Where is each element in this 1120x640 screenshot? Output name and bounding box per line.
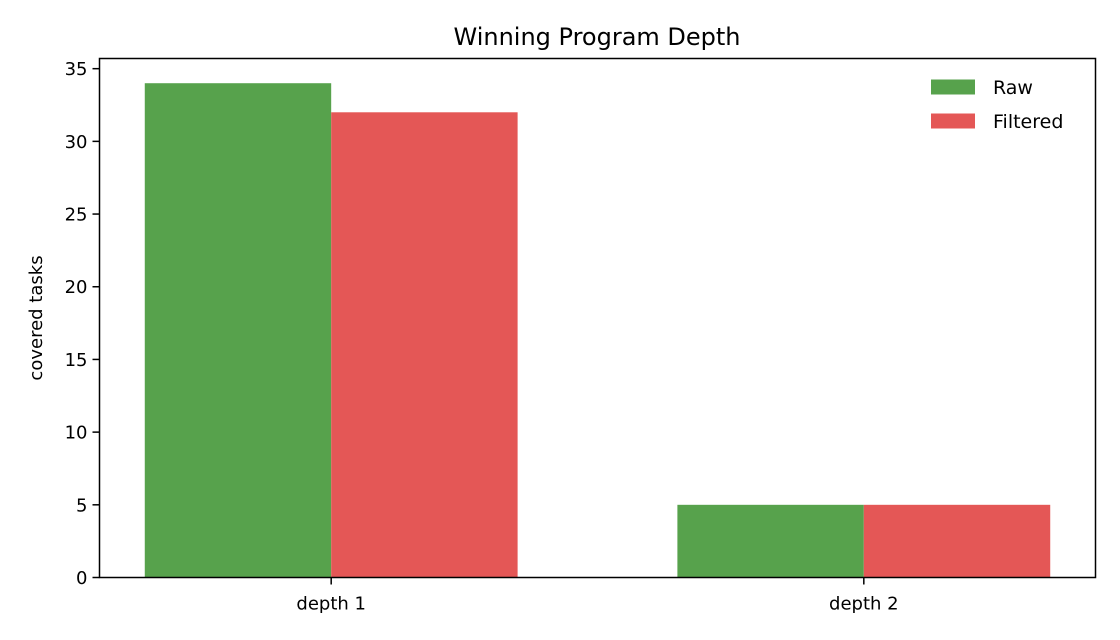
legend-label-filtered: Filtered (993, 111, 1063, 133)
y-tick-label: 0 (76, 568, 87, 589)
y-axis-label: covered tasks (26, 255, 47, 380)
bar-filtered-depth-2 (863, 504, 1051, 578)
legend: Raw Filtered (931, 77, 1063, 133)
y-tick-label: 20 (65, 277, 88, 298)
y-tick-label: 15 (65, 350, 88, 371)
y-tick-label: 5 (76, 495, 87, 516)
y-axis-ticks: 0 5 10 15 20 25 30 35 (65, 59, 100, 589)
y-tick-label: 30 (65, 132, 88, 153)
x-axis-ticks: depth 1 depth 2 (296, 577, 899, 615)
bar-filtered-depth-1 (331, 112, 518, 578)
bar-raw-depth-1 (144, 83, 332, 578)
plot-frame (98, 57, 1097, 579)
chart-title: Winning Program Depth (453, 23, 740, 51)
y-tick-label: 25 (65, 205, 88, 226)
y-tick-label: 35 (65, 59, 88, 80)
legend-swatch-filtered (931, 113, 975, 129)
y-tick-label: 10 (65, 423, 88, 444)
x-tick-label: depth 2 (829, 594, 899, 615)
legend-label-raw: Raw (993, 77, 1033, 99)
legend-swatch-raw (931, 79, 975, 95)
x-tick-label: depth 1 (296, 594, 366, 615)
bars (144, 83, 1051, 578)
bar-raw-depth-2 (677, 504, 864, 578)
